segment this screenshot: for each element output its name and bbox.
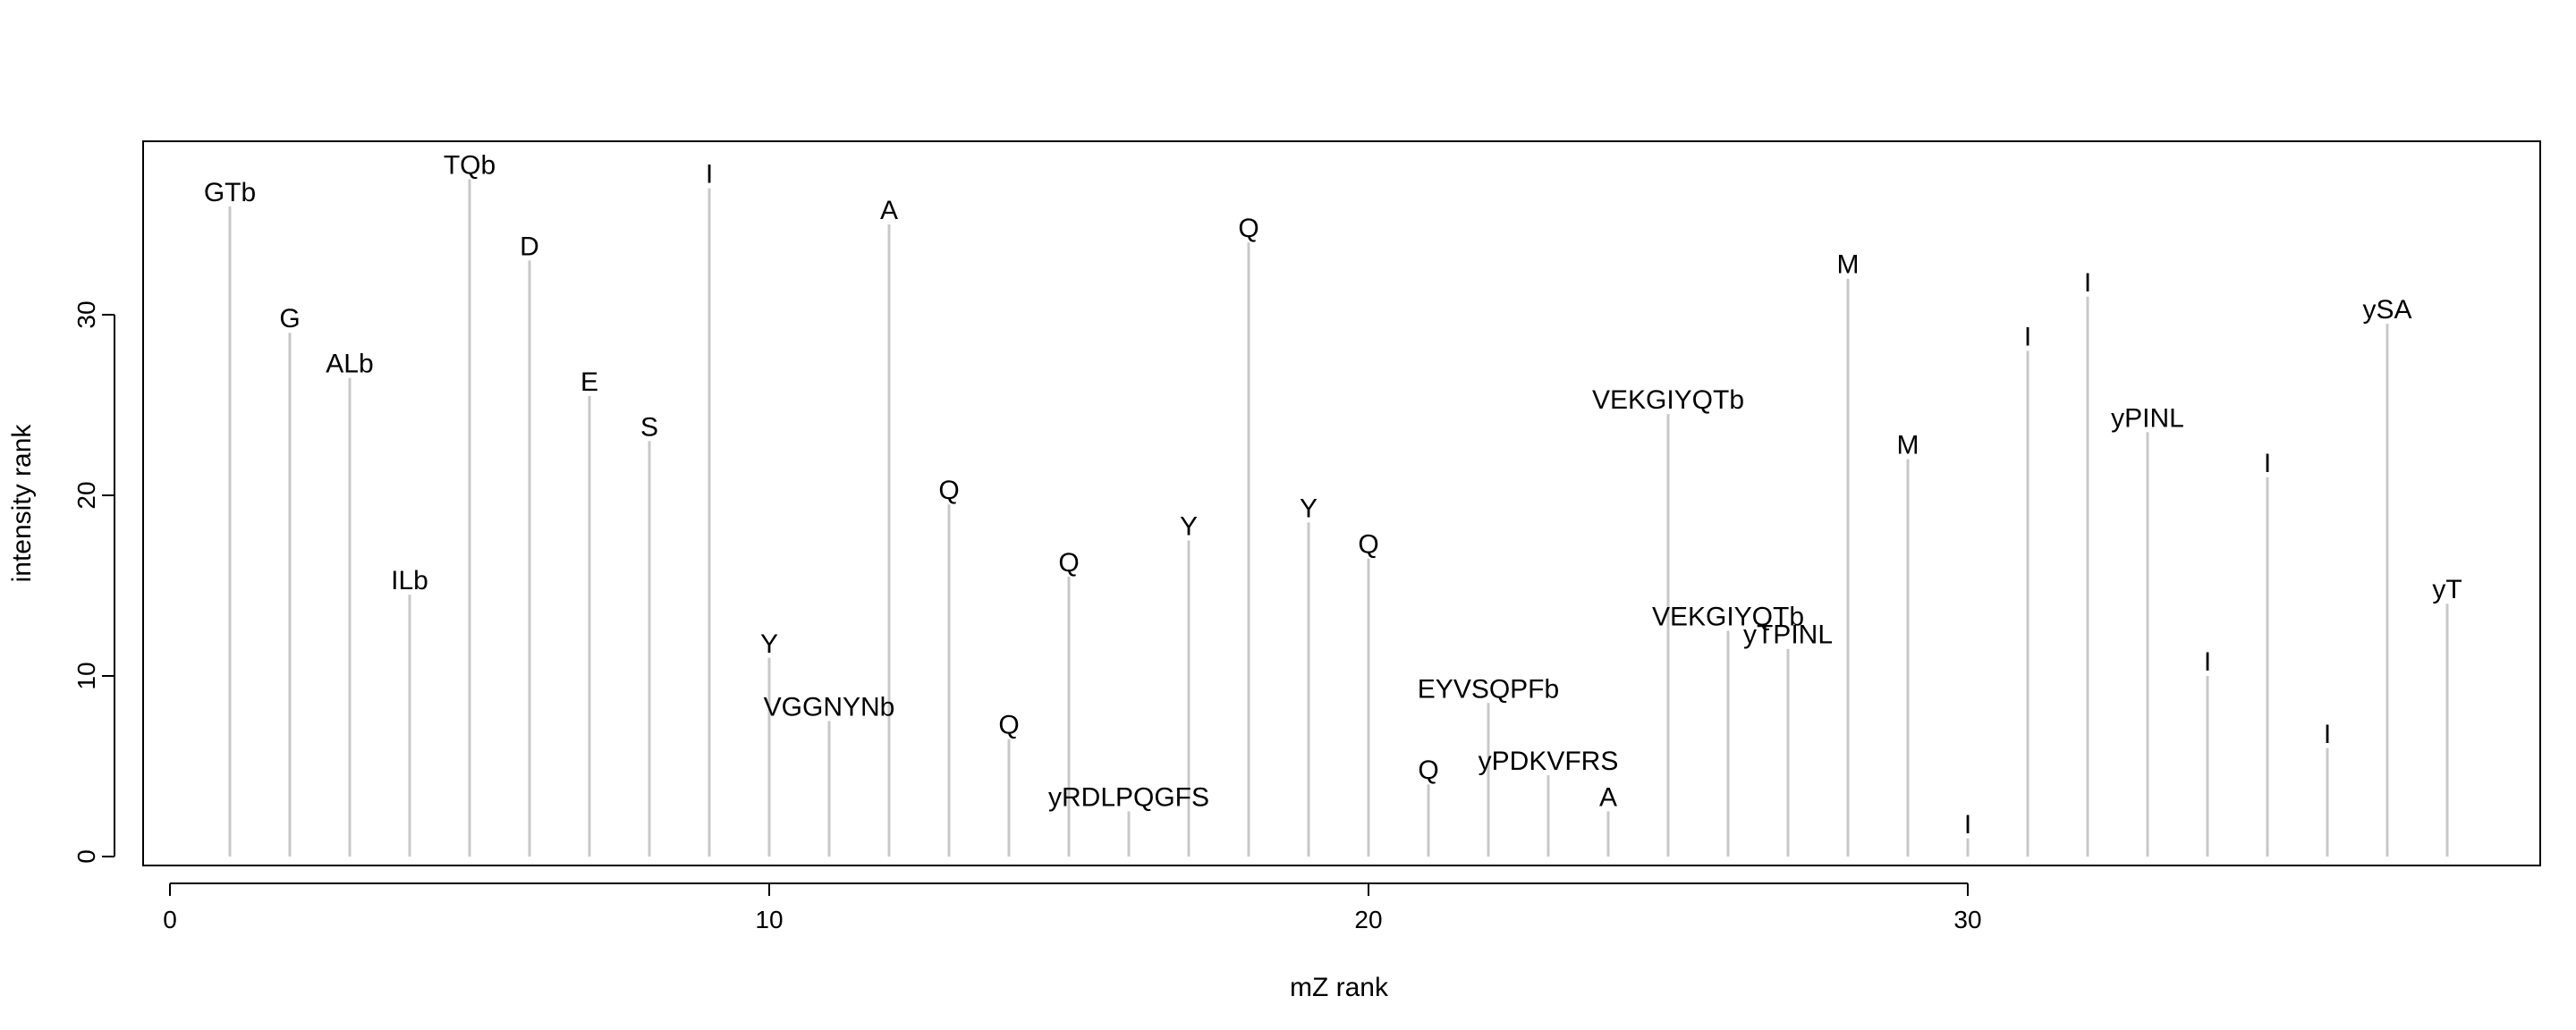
peak-label-38: yT [2432,575,2462,604]
peak-label-12: A [880,196,898,225]
peak-label-18: Q [1238,214,1258,243]
peak-label-20: Q [1358,530,1378,560]
stems-layer [228,179,2449,857]
y-tick-label-0: 0 [72,849,100,864]
x-tick-label-0: 0 [163,906,177,933]
x-tick-label-10: 10 [755,906,783,933]
peak-label-15: Q [1058,548,1079,578]
peak-label-31: I [2024,322,2031,351]
peak-label-35: I [2264,449,2271,478]
peak-label-30: I [1964,810,1971,840]
peak-label-32: I [2084,268,2091,298]
peak-label-23: yPDKVFRS [1479,747,1619,776]
y-tick-label-10: 10 [72,662,100,689]
y-tick-label-20: 20 [72,481,100,509]
peak-label-2: G [279,304,300,333]
peak-label-17: Y [1180,512,1198,542]
peak-label-19: Y [1300,494,1318,523]
x-axis: 0 10 20 30 [163,882,1982,933]
peak-label-16: yRDLPQGFS [1048,783,1209,813]
peak-label-5: TQb [444,151,496,181]
peak-label-26: VEKGIYQTb [1652,603,1804,632]
peak-label-36: I [2324,720,2331,749]
peak-label-33: yPINL [2111,403,2184,433]
peak-label-9: I [706,160,713,190]
peak-label-14: Q [998,711,1019,740]
peak-label-1: GTb [204,178,256,207]
peak-label-7: E [580,367,598,397]
y-axis-title: intensity rank [7,424,37,583]
peak-label-10: Y [760,629,778,659]
peak-label-11: VGGNYNb [764,693,895,722]
peak-label-22: EYVSQPFb [1418,674,1559,704]
x-tick-label-20: 20 [1354,906,1382,933]
y-tick-label-30: 30 [72,300,100,328]
peak-label-27: yTPINL [1743,621,1833,650]
peak-label-34: I [2204,647,2211,677]
x-tick-label-30: 30 [1953,906,1981,933]
peak-label-37: ySA [2362,295,2411,325]
peak-label-3: ALb [326,350,373,379]
peak-label-21: Q [1418,756,1438,785]
peak-label-28: M [1837,250,1860,280]
peak-label-4: ILb [391,566,428,595]
peak-label-13: Q [938,476,959,505]
y-axis: 0 10 20 30 [72,300,115,864]
peak-label-29: M [1897,431,1919,460]
peak-label-24: A [1599,783,1617,813]
peak-label-25: VEKGIYQTb [1592,385,1744,415]
plot-frame [142,140,2541,866]
peak-label-6: D [520,232,539,261]
peak-label-8: S [640,412,658,442]
x-axis-title: mZ rank [1290,973,1389,1002]
